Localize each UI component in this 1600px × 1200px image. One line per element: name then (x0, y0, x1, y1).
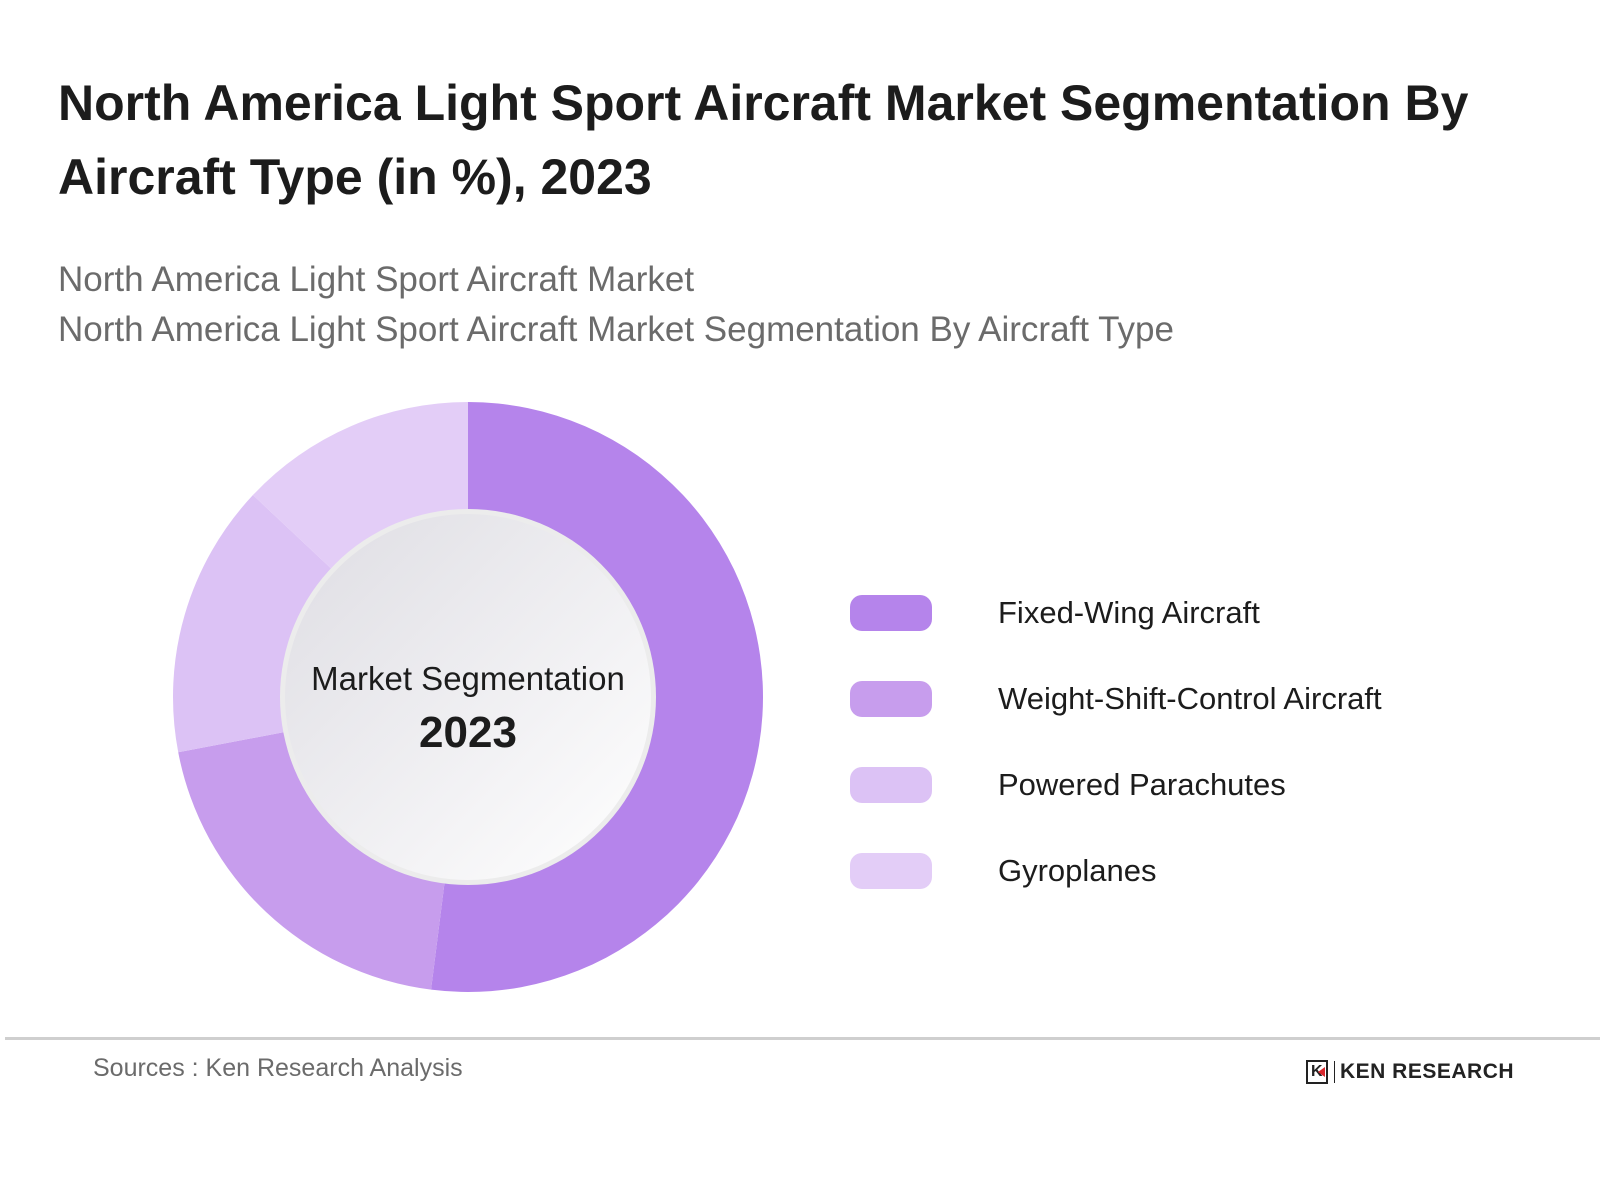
slice-weight-shift-control-aircraft (178, 725, 450, 990)
ken-research-logo: K KEN RESEARCH (1306, 1060, 1514, 1084)
legend-label: Fixed-Wing Aircraft (998, 595, 1260, 630)
legend-item-gyroplanes: Gyroplanes (850, 828, 1382, 914)
legend-item-fixed-wing: Fixed-Wing Aircraft (850, 570, 1382, 656)
legend-swatch (850, 595, 932, 631)
center-year: 2023 (419, 708, 517, 757)
legend-label: Gyroplanes (998, 853, 1157, 888)
legend-swatch (850, 681, 932, 717)
legend-label: Powered Parachutes (998, 767, 1286, 802)
legend-label: Weight-Shift-Control Aircraft (998, 681, 1382, 716)
chart-subtitle-market: North America Light Sport Aircraft Marke… (58, 260, 695, 299)
legend: Fixed-Wing Aircraft Weight-Shift-Control… (850, 570, 1382, 914)
legend-swatch (850, 767, 932, 803)
chart-title: North America Light Sport Aircraft Marke… (58, 75, 1469, 205)
legend-item-powered-parachutes: Powered Parachutes (850, 742, 1382, 828)
logo-text: KEN RESEARCH (1340, 1060, 1515, 1083)
footer-divider (5, 1037, 1600, 1040)
legend-item-weight-shift: Weight-Shift-Control Aircraft (850, 656, 1382, 742)
logo-k-icon: K (1306, 1060, 1328, 1084)
source-note: Sources : Ken Research Analysis (93, 1054, 463, 1082)
chart-subtitle-segmentation: North America Light Sport Aircraft Marke… (58, 310, 1174, 349)
center-label: Market Segmentation (311, 660, 625, 697)
center-disc (285, 514, 651, 880)
legend-swatch (850, 853, 932, 889)
